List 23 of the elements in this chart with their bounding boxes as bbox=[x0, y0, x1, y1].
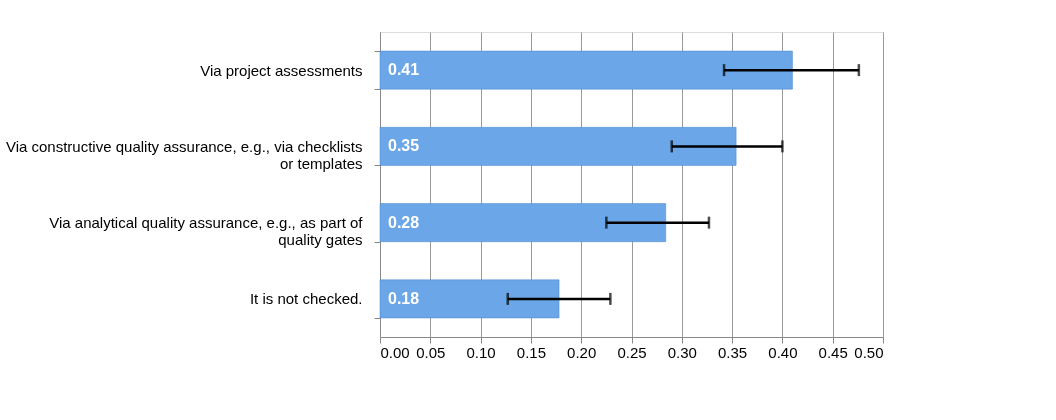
y-tick-label: It is not checked. bbox=[249, 290, 363, 308]
x-tick-label: 0.00 bbox=[380, 343, 410, 361]
x-tick-label: 0.50 bbox=[854, 343, 884, 361]
x-tick-label: 0.25 bbox=[617, 343, 647, 361]
bar bbox=[379, 127, 737, 166]
y-tick-label: Via analytical quality assurance, e.g., as part of quality gates bbox=[49, 214, 364, 249]
bar bbox=[379, 279, 560, 319]
x-tick-label: 0.20 bbox=[567, 343, 597, 361]
x-tick-label: 0.10 bbox=[466, 343, 496, 361]
bar bbox=[379, 203, 666, 242]
data-label: 0.35 bbox=[388, 137, 420, 155]
x-tick-label: 0.45 bbox=[818, 343, 848, 361]
x-tick-label: 0.40 bbox=[768, 343, 798, 361]
x-tick-label: 0.15 bbox=[516, 343, 546, 361]
data-label: 0.28 bbox=[388, 213, 420, 231]
x-tick-label: 0.35 bbox=[718, 343, 748, 361]
data-label: 0.18 bbox=[388, 289, 420, 307]
data-label: 0.41 bbox=[388, 61, 420, 79]
y-tick-label: Via constructive quality assurance, e.g., via checklists or templates bbox=[5, 137, 363, 172]
y-tick-label: Via project assessments bbox=[200, 61, 363, 79]
bar bbox=[379, 50, 793, 90]
x-tick-label: 0.30 bbox=[667, 343, 697, 361]
x-tick-label: 0.05 bbox=[416, 343, 446, 361]
